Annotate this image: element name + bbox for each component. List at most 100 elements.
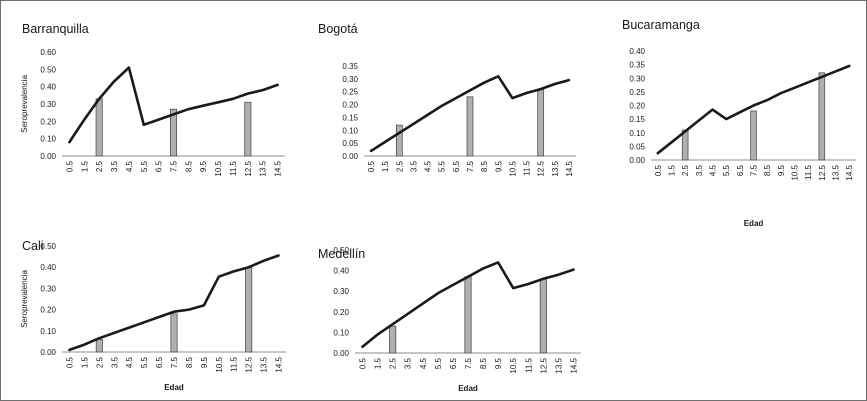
x-tick-label: 4.5 (424, 160, 433, 172)
x-tick-label: 8.5 (185, 356, 194, 368)
x-tick-label: 3.5 (110, 160, 119, 172)
y-tick-label: 0.40 (333, 267, 349, 276)
x-tick-label: 6.5 (449, 357, 458, 369)
x-tick-label: 2.5 (95, 160, 104, 172)
x-tick-label: 4.5 (125, 356, 134, 368)
y-tick-label: 0.40 (629, 47, 645, 56)
x-tick-label: 9.5 (199, 160, 208, 172)
x-tick-label: 13.5 (260, 356, 269, 372)
y-tick-label: 0.25 (342, 88, 358, 97)
data-bar (539, 278, 547, 354)
x-tick-label: 12.5 (539, 357, 548, 373)
x-tick-label: 13.5 (832, 164, 841, 180)
x-tick-label: 3.5 (404, 357, 413, 369)
y-tick-label: 0.10 (629, 129, 645, 138)
x-tick-label: 14.5 (845, 164, 854, 180)
y-tick-label: 0.40 (40, 83, 56, 92)
x-tick-label: 6.5 (155, 356, 164, 368)
x-tick-label: 9.5 (494, 357, 503, 369)
x-tick-label: 7.5 (170, 160, 179, 172)
y-tick-label: 0.40 (40, 263, 56, 272)
y-tick-label: 0.30 (40, 284, 56, 293)
y-tick-label: 0.00 (40, 152, 56, 161)
x-tick-label: 8.5 (763, 164, 772, 176)
x-tick-label: 1.5 (381, 160, 390, 172)
y-tick-label: 0.10 (40, 135, 56, 144)
data-bar (466, 96, 474, 157)
chart-title: Barranquilla (22, 22, 89, 36)
y-tick-label: 0.15 (629, 115, 645, 124)
x-tick-label: 14.5 (569, 357, 578, 373)
x-axis-title: Edad (458, 384, 478, 393)
y-tick-label: 0.00 (40, 348, 56, 357)
x-tick-label: 1.5 (668, 164, 677, 176)
y-tick-label: 0.20 (40, 117, 56, 126)
x-axis-title: Edad (744, 219, 764, 228)
x-tick-label: 4.5 (709, 164, 718, 176)
x-tick-label: 2.5 (395, 160, 404, 172)
x-tick-label: 6.5 (155, 160, 164, 172)
x-tick-label: 1.5 (374, 357, 383, 369)
x-tick-label: 7.5 (170, 356, 179, 368)
y-tick-label: 0.15 (342, 113, 358, 122)
x-tick-label: 3.5 (695, 164, 704, 176)
x-tick-label: 8.5 (479, 357, 488, 369)
x-tick-label: 11.5 (524, 357, 533, 373)
x-tick-label: 13.5 (259, 160, 268, 176)
x-tick-label: 3.5 (409, 160, 418, 172)
data-bar (389, 325, 397, 354)
x-tick-label: 2.5 (389, 357, 398, 369)
data-bar (245, 266, 253, 353)
data-bar (750, 110, 757, 161)
x-tick-label: 9.5 (200, 356, 209, 368)
x-tick-label: 2.5 (95, 356, 104, 368)
chart-title: Medellín (318, 247, 365, 261)
y-tick-label: 0.20 (40, 306, 56, 315)
data-bar (244, 101, 252, 157)
x-tick-label: 7.5 (750, 164, 759, 176)
data-bar (169, 108, 178, 157)
y-tick-label: 0.50 (40, 242, 56, 251)
x-tick-label: 3.5 (110, 356, 119, 368)
y-tick-label: 0.50 (40, 65, 56, 74)
y-tick-label: 0.05 (629, 142, 645, 151)
data-bar (537, 88, 545, 157)
chart-panel: Bucaramanga 0.00 0.05 0.10 0.15 0.20 0.25 0.30 0… (622, 18, 856, 228)
chart-title: Bucaramanga (622, 18, 700, 32)
y-axis-title: Seroprevalencia (20, 270, 29, 328)
y-tick-label: 0.05 (342, 139, 358, 148)
y-tick-label: 0.20 (629, 102, 645, 111)
x-tick-label: 8.5 (480, 160, 489, 172)
x-tick-label: 12.5 (244, 160, 253, 176)
y-tick-label: 0.20 (342, 101, 358, 110)
x-tick-label: 0.5 (654, 164, 663, 176)
data-bar (95, 338, 103, 353)
model-line (68, 254, 280, 352)
x-tick-label: 11.5 (229, 160, 238, 176)
model-line (68, 66, 279, 144)
y-tick-label: 0.30 (629, 74, 645, 83)
model-line (656, 64, 851, 155)
x-tick-label: 13.5 (554, 357, 563, 373)
x-tick-label: 10.5 (508, 160, 517, 176)
x-tick-label: 5.5 (140, 356, 149, 368)
y-tick-label: 0.50 (333, 246, 349, 255)
x-tick-label: 7.5 (464, 357, 473, 369)
y-tick-label: 0.00 (342, 152, 358, 161)
y-tick-label: 0.00 (333, 349, 349, 358)
x-tick-label: 14.5 (274, 160, 283, 176)
x-tick-label: 11.5 (804, 164, 813, 180)
y-tick-label: 0.60 (40, 48, 56, 57)
y-tick-label: 0.10 (333, 328, 349, 337)
x-tick-label: 5.5 (140, 160, 149, 172)
x-tick-label: 13.5 (551, 160, 560, 176)
model-line (361, 261, 575, 349)
x-tick-label: 11.5 (230, 356, 239, 372)
chart-panels: Barranquilla 0.00 0.10 0.20 0.30 0.40 0.50 0.60… (20, 18, 856, 393)
x-tick-label: 0.5 (65, 160, 74, 172)
x-tick-label: 1.5 (80, 160, 89, 172)
data-bar (818, 72, 826, 161)
x-tick-label: 5.5 (722, 164, 731, 176)
x-tick-label: 10.5 (791, 164, 800, 180)
